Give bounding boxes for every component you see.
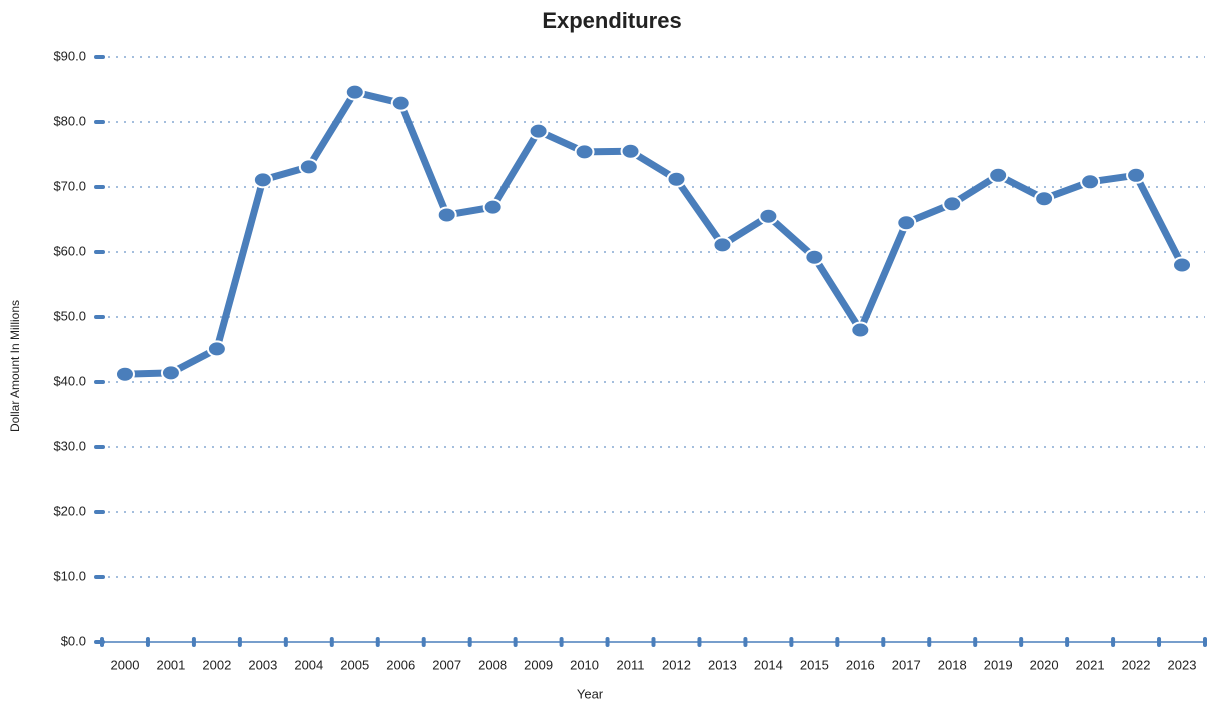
point (298, 158, 319, 176)
x-tick-label: 2021 (1076, 657, 1105, 672)
point (114, 365, 135, 383)
point (206, 340, 227, 358)
x-tick-label: 2004 (294, 657, 323, 672)
point (988, 166, 1009, 184)
point (666, 170, 687, 188)
x-tick-label: 2023 (1168, 657, 1197, 672)
y-tick-label: $20.0 (53, 503, 86, 518)
point (436, 206, 457, 224)
point (574, 143, 595, 161)
y-tick-label: $0.0 (61, 633, 86, 648)
point (390, 94, 411, 112)
x-tick-label: 2007 (432, 657, 461, 672)
x-tick-label: 2013 (708, 657, 737, 672)
y-tick-label: $40.0 (53, 373, 86, 388)
x-tick-label: 2014 (754, 657, 783, 672)
y-tick-label: $70.0 (53, 178, 86, 193)
point (1126, 166, 1147, 184)
point (252, 171, 273, 189)
x-tick-label: 2001 (156, 657, 185, 672)
point (620, 142, 641, 160)
point (344, 83, 365, 101)
x-tick-label: 2016 (846, 657, 875, 672)
point (896, 214, 917, 232)
point (942, 195, 963, 213)
line (124, 88, 1186, 378)
point (1080, 173, 1101, 191)
x-tick-label: 2017 (892, 657, 921, 672)
x-tick-label: 2012 (662, 657, 691, 672)
point (804, 248, 825, 266)
x-tick-label: 2003 (248, 657, 277, 672)
x-tick-label: 2018 (938, 657, 967, 672)
y-tick-label: $60.0 (53, 243, 86, 258)
y-tick-label: $30.0 (53, 438, 86, 453)
point (712, 236, 733, 254)
point (1172, 256, 1193, 274)
point (160, 364, 181, 382)
y-tick-label: $90.0 (53, 48, 86, 63)
y-tick-label: $10.0 (53, 568, 86, 583)
x-tick-label: 2019 (984, 657, 1013, 672)
x-tick-label: 2009 (524, 657, 553, 672)
x-axis-label: Year (577, 686, 604, 701)
x-tick-label: 2002 (202, 657, 231, 672)
x-tick-label: 2015 (800, 657, 829, 672)
x-tick-label: 2006 (386, 657, 415, 672)
point (758, 207, 779, 225)
x-tick-label: 2020 (1030, 657, 1059, 672)
x-tick-label: 2022 (1122, 657, 1151, 672)
point (528, 122, 549, 140)
y-tick-label: $50.0 (53, 308, 86, 323)
point (482, 198, 503, 216)
chart-title: Expenditures (542, 8, 681, 33)
x-tick-label: 2008 (478, 657, 507, 672)
x-tick-label: 2011 (617, 657, 645, 672)
x-tick-label: 2005 (340, 657, 369, 672)
y-tick-label: $80.0 (53, 113, 86, 128)
x-tick-label: 2010 (570, 657, 599, 672)
point (1034, 190, 1055, 208)
y-axis-label: Dollar Amount In Millions (8, 300, 22, 432)
x-tick-label: 2000 (111, 657, 140, 672)
point (850, 321, 871, 339)
